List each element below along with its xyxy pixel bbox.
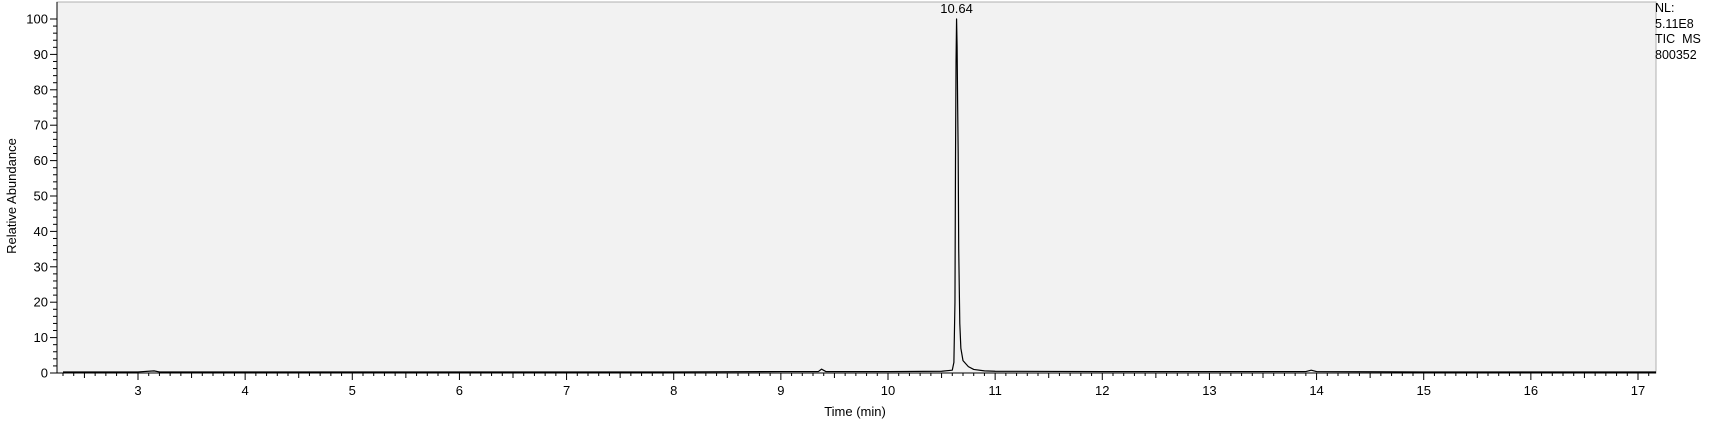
y-tick-label: 0 bbox=[41, 366, 48, 381]
normalization-info: NL: 5.11E8 TIC MS 800352 bbox=[1655, 1, 1701, 63]
y-tick-label: 80 bbox=[34, 82, 48, 97]
x-tick-label: 12 bbox=[1095, 383, 1109, 398]
y-axis: 0 10 20 30 40 50 60 70 80 90 100 bbox=[26, 2, 58, 381]
x-tick-label: 3 bbox=[134, 383, 141, 398]
x-tick-label: 7 bbox=[563, 383, 570, 398]
x-tick-label: 8 bbox=[670, 383, 677, 398]
y-tick-label: 100 bbox=[26, 12, 48, 27]
plot-area bbox=[56, 1, 1657, 374]
x-tick-label: 11 bbox=[988, 383, 1002, 398]
y-tick-label: 60 bbox=[34, 153, 48, 168]
scan-filter: TIC MS bbox=[1655, 32, 1701, 46]
x-axis: 3 4 5 6 7 8 9 10 11 12 13 14 15 16 17 bbox=[57, 372, 1656, 398]
y-tick-label: 30 bbox=[34, 259, 48, 274]
y-tick-label: 50 bbox=[34, 189, 48, 204]
nl-value: 5.11E8 bbox=[1655, 16, 1694, 31]
x-tick-label: 16 bbox=[1524, 383, 1538, 398]
y-tick-label: 40 bbox=[34, 224, 48, 239]
x-tick-label: 6 bbox=[456, 383, 463, 398]
x-tick-label: 14 bbox=[1309, 383, 1323, 398]
x-tick-label: 9 bbox=[777, 383, 784, 398]
x-tick-label: 13 bbox=[1202, 383, 1216, 398]
series-layer bbox=[63, 18, 1656, 373]
x-tick-label: 4 bbox=[242, 383, 249, 398]
tic-trace bbox=[63, 18, 1656, 373]
peak-label: 10.64 bbox=[940, 1, 973, 16]
y-tick-label: 90 bbox=[34, 47, 48, 62]
y-tick-label: 10 bbox=[34, 330, 48, 345]
x-tick-label: 15 bbox=[1416, 383, 1430, 398]
x-tick-label: 17 bbox=[1631, 383, 1645, 398]
sample-id: 800352 bbox=[1655, 47, 1697, 62]
nl-label: NL: bbox=[1655, 1, 1675, 15]
annotation-layer: 10.64 bbox=[940, 1, 973, 16]
x-tick-label: 5 bbox=[349, 383, 356, 398]
y-axis-label: Relative Abundance bbox=[4, 138, 19, 254]
y-tick-label: 20 bbox=[34, 295, 48, 310]
y-tick-label: 70 bbox=[34, 118, 48, 133]
x-axis-label: Time (min) bbox=[824, 404, 886, 419]
x-tick-label: 10 bbox=[881, 383, 895, 398]
